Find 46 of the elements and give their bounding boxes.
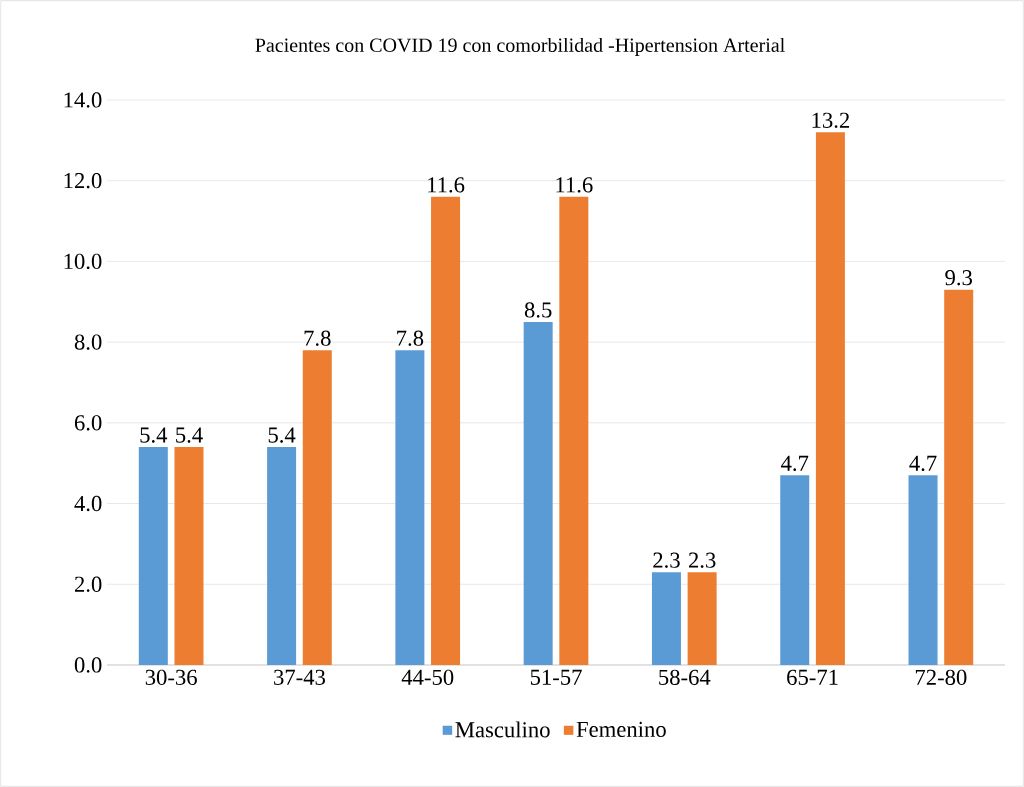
data-label: 4.7	[909, 455, 937, 472]
bar	[267, 447, 297, 665]
bar	[908, 475, 938, 665]
data-label: 8.5	[524, 302, 552, 318]
data-label: 7.8	[304, 330, 331, 346]
y-tick-label: 14.0	[64, 92, 102, 108]
data-label: 2.3	[653, 552, 680, 568]
x-tick-label: 58-64	[659, 669, 711, 685]
data-label: 13.2	[812, 112, 849, 128]
y-tick-label: 2.0	[74, 576, 102, 592]
bar	[138, 447, 168, 665]
y-tick-label: 4.0	[74, 495, 102, 512]
bar	[815, 132, 845, 665]
x-tick-label: 44-50	[401, 669, 454, 685]
y-tick-label: 10.0	[64, 253, 102, 270]
bar	[559, 196, 589, 665]
bar	[780, 475, 810, 665]
legend-label: Masculino	[455, 721, 550, 738]
bar	[523, 321, 553, 665]
x-tick-label: 51-57	[530, 669, 582, 685]
x-tick-label: 37-43	[274, 669, 325, 685]
data-label: 11.6	[428, 177, 465, 193]
bar	[395, 350, 425, 665]
data-label: 11.6	[556, 177, 593, 193]
legend-label: Femenino	[576, 721, 666, 738]
data-label: 9.3	[945, 270, 972, 286]
y-tick-label: 6.0	[74, 415, 102, 431]
chart-title: Pacientes con COVID 19 con comorbilidad -Hipertension Arterial	[255, 37, 785, 57]
bar	[651, 572, 681, 665]
data-label: 5.4	[140, 427, 168, 443]
y-tick-label: 12.0	[64, 173, 102, 189]
bar	[944, 289, 974, 665]
data-label: 7.8	[397, 330, 424, 346]
data-label: 4.7	[781, 455, 809, 472]
y-tick-label: 8.0	[74, 334, 102, 350]
x-tick-label: 30-36	[145, 669, 197, 685]
data-label: 5.4	[176, 427, 203, 443]
data-label: 5.4	[268, 427, 296, 443]
data-label: 2.3	[688, 552, 716, 568]
bar	[687, 572, 717, 665]
bar	[302, 350, 332, 665]
y-tick-label: 0.0	[74, 657, 102, 673]
x-tick-label: 65-71	[787, 669, 838, 685]
bar	[431, 196, 461, 665]
bar	[174, 447, 204, 665]
x-tick-label: 72-80	[915, 669, 967, 685]
